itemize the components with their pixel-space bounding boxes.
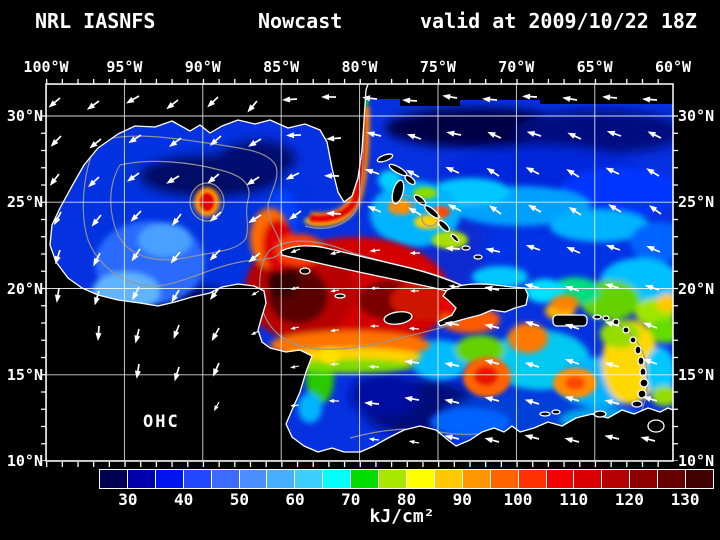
bahamas-islands [376, 153, 483, 260]
colorbar-tick-value: 70 [341, 490, 361, 509]
colorbar-tick-value: 100 [503, 490, 533, 509]
lon-tick-label: 80°W [341, 58, 378, 76]
colorbar-cell [602, 470, 631, 488]
colorbar [99, 469, 714, 489]
colorbar-cell [127, 470, 156, 488]
colorbar-cell [155, 470, 184, 488]
colorbar-cell [574, 470, 603, 488]
lon-tick-label: 60°W [654, 58, 692, 76]
colorbar-tick-value: 60 [285, 490, 305, 509]
lat-tick-label: 20°N [6, 279, 43, 298]
lat-tick-label: 15°N [678, 365, 715, 384]
colorbar-cell [490, 470, 519, 488]
colorbar-cell [100, 470, 128, 488]
colorbar-cell [323, 470, 352, 488]
title-valid: valid at 2009/10/22 18Z [420, 9, 697, 33]
lon-tick-label: 65°W [576, 58, 613, 76]
lat-tick-label: 25°N [6, 193, 43, 212]
colorbar-cell [686, 470, 713, 488]
jamaica-land [383, 311, 413, 325]
graticule [46, 84, 673, 461]
colorbar-tick-value: 30 [118, 490, 138, 509]
colorbar-cell [518, 470, 547, 488]
lon-tick-label: 85°W [263, 58, 300, 76]
lat-tick-label: 25°N [678, 193, 715, 212]
colorbar-cell [462, 470, 491, 488]
colorbar-cell [211, 470, 240, 488]
colorbar-cell [379, 470, 407, 488]
colorbar-tick-value: 80 [396, 490, 417, 509]
lon-tick-label: 70°W [498, 58, 535, 76]
colorbar-tick-value: 120 [614, 490, 644, 509]
lon-tick-label: 100°W [23, 58, 69, 76]
title-model: NRL IASNFS [35, 9, 156, 33]
lon-tick-label: 95°W [106, 58, 143, 76]
colorbar-cell [267, 470, 296, 488]
colorbar-cell [406, 470, 435, 488]
colorbar-cell [295, 470, 324, 488]
colorbar-cell [239, 470, 268, 488]
colorbar-tick-value: 110 [559, 490, 589, 509]
lat-tick-label: 30°N [6, 107, 43, 125]
longitude-axis: 100°W 95°W 90°W 85°W 80°W 75°W 70°W 65°W 60°W [0, 58, 720, 76]
colorbar-cell [434, 470, 463, 488]
colorbar-tick-value: 130 [670, 490, 700, 509]
lon-tick-label: 90°W [184, 58, 221, 76]
colorbar-cell [183, 470, 212, 488]
lat-tick-label: 30°N [678, 107, 715, 125]
map-frame [41, 79, 678, 467]
colorbar-cell [546, 470, 575, 488]
latitude-axis-right: 30°N 25°N 20°N 15°N 10°N [678, 0, 720, 540]
colorbar-tick-labels: 30 40 50 60 70 80 90 100 110 120 130 [0, 490, 720, 509]
ocean-heat-field [46, 84, 673, 461]
variable-label: OHC [143, 412, 180, 432]
colorbar-tick-value: 40 [173, 490, 194, 509]
lon-tick-label: 75°W [419, 58, 456, 76]
colorbar-tick-value: 50 [229, 490, 249, 509]
latitude-axis-left: 30°N 25°N 20°N 15°N 10°N [0, 0, 43, 540]
title-product: Nowcast [258, 9, 343, 33]
colorbar-cell [630, 470, 659, 488]
colorbar-cell [658, 470, 687, 488]
lat-tick-label: 10°N [678, 452, 715, 470]
colorbar-unit-label: kJ/cm² [369, 506, 435, 527]
colorbar-tick-value: 90 [452, 490, 472, 509]
lat-tick-label: 15°N [6, 365, 43, 384]
lat-tick-label: 20°N [678, 279, 715, 298]
lat-tick-label: 10°N [6, 452, 43, 470]
colorbar-cell [351, 470, 380, 488]
